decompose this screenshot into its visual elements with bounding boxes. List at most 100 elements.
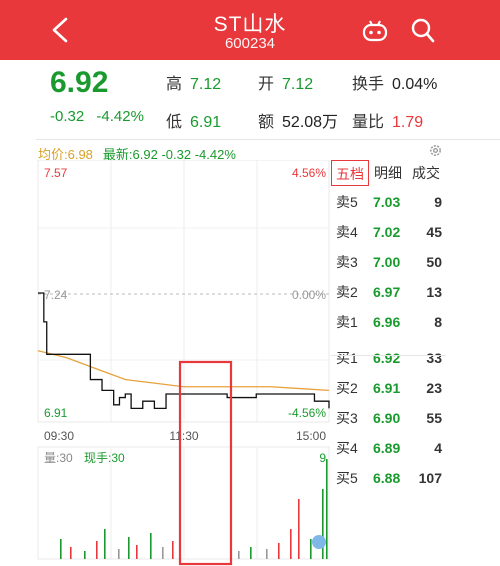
level-volume: 45 — [426, 224, 442, 240]
level-volume: 55 — [426, 410, 442, 426]
level-price: 6.96 — [373, 314, 401, 330]
level-label: 买1 — [336, 350, 358, 366]
divider — [36, 139, 500, 140]
volume-ratio-value: 1.79 — [392, 114, 424, 131]
level-price: 7.03 — [373, 194, 401, 210]
bid-row: 买1 6.92 33 — [331, 343, 446, 373]
volume-bar — [326, 459, 328, 559]
level-label: 卖4 — [336, 224, 358, 240]
level-volume: 23 — [426, 380, 442, 396]
level-price: 6.97 — [373, 284, 401, 300]
ask-row: 卖3 7.00 50 — [331, 247, 446, 277]
volume-bar — [250, 547, 252, 559]
open-value: 7.12 — [282, 76, 314, 93]
high-value: 7.12 — [190, 76, 222, 93]
volume-bar — [136, 545, 138, 559]
volume-bar — [278, 543, 280, 559]
volume-bar — [238, 551, 240, 559]
volume-max-label: 9 — [319, 451, 326, 465]
level-label: 卖2 — [336, 284, 358, 300]
stock-code: 600234 — [224, 35, 276, 52]
y-axis-right-mid-label: 0.00% — [292, 288, 326, 302]
low-value: 6.91 — [190, 114, 222, 131]
turnover-value: 0.04% — [392, 76, 438, 93]
volume-bars — [60, 459, 328, 559]
y-axis-mid-label: 7.24 — [44, 288, 68, 302]
stock-name: ST山水 — [213, 13, 287, 36]
price-plot — [37, 292, 330, 410]
latest-quote: 最新:6.92 -0.32 -4.42% — [102, 147, 236, 162]
bid-row: 买2 6.91 23 — [331, 373, 446, 403]
change-value: -0.32 — [50, 108, 85, 125]
level-price: 7.00 — [373, 254, 401, 270]
volume-bar — [172, 541, 174, 559]
level-label: 买3 — [336, 410, 358, 426]
level-volume: 8 — [434, 314, 442, 330]
level-volume: 13 — [426, 284, 442, 300]
level-label: 卖1 — [336, 314, 358, 330]
price-change: -0.32 -4.42% — [50, 108, 144, 125]
x-axis-mid-label: 11:30 — [169, 429, 198, 443]
level-price: 7.02 — [373, 224, 401, 240]
intraday-chart[interactable]: 7.57 7.24 6.91 4.56% 0.00% -4.56% 09:30 … — [0, 160, 330, 566]
change-percent: -4.42% — [96, 108, 144, 125]
volume-bar — [60, 539, 62, 559]
tab-trades[interactable]: 成交 — [412, 165, 440, 181]
high-field: 高 7.12 — [166, 76, 222, 93]
app-header: ST山水 600234 — [0, 0, 500, 60]
bid-row: 买5 6.88 107 — [331, 463, 446, 493]
level-volume: 4 — [434, 440, 442, 456]
level-label: 卖5 — [336, 194, 358, 210]
settings-gear-icon[interactable] — [428, 143, 443, 158]
ask-row: 卖4 7.02 45 — [331, 217, 446, 247]
y-axis-right-bottom-label: -4.56% — [288, 406, 326, 420]
volume-ratio-field: 量比 1.79 — [352, 114, 424, 131]
level-price: 6.90 — [373, 410, 401, 426]
volume-bar — [104, 529, 106, 559]
open-field: 开 7.12 — [258, 76, 314, 93]
level-price: 6.88 — [373, 470, 401, 486]
level-volume: 33 — [426, 350, 442, 366]
bid-row: 买4 6.89 4 — [331, 433, 446, 463]
low-field: 低 6.91 — [166, 114, 222, 131]
robot-icon[interactable] — [362, 20, 388, 42]
volume-bar — [298, 499, 300, 559]
tab-detail[interactable]: 明细 — [374, 165, 402, 181]
volume-bar — [322, 489, 324, 559]
volume-bar — [266, 549, 268, 559]
y-axis-bottom-label: 6.91 — [44, 406, 68, 420]
level-label: 买2 — [336, 380, 358, 396]
level-label: 卖3 — [336, 254, 358, 270]
level-price: 6.91 — [373, 380, 401, 396]
ask-row: 卖2 6.97 13 — [331, 277, 446, 307]
ask-row: 卖5 7.03 9 — [331, 187, 446, 217]
level-volume: 9 — [434, 194, 442, 210]
x-axis-start-label: 09:30 — [44, 429, 74, 443]
bid-row: 买3 6.90 55 — [331, 403, 446, 433]
summary-line: 均价:6.98 最新:6.92 -0.32 -4.42% — [38, 144, 236, 163]
price-line — [38, 292, 330, 410]
volume-bar — [118, 549, 120, 559]
highlight-box — [178, 360, 233, 566]
y-axis-right-top-label: 4.56% — [292, 166, 326, 180]
tab-five-levels[interactable]: 五档 — [331, 160, 369, 186]
search-icon[interactable] — [410, 16, 436, 44]
turnover-field: 换手 0.04% — [352, 76, 438, 93]
volume-bar — [70, 547, 72, 559]
level-price: 6.92 — [373, 350, 401, 366]
volume-bar — [310, 539, 312, 559]
volume-label: 量:30 — [44, 451, 73, 465]
level-volume: 107 — [418, 470, 442, 486]
expand-icon[interactable] — [312, 535, 326, 549]
ask-row: 卖1 6.96 8 — [331, 307, 446, 337]
amount-field: 额 52.08万 — [258, 114, 339, 131]
volume-bar — [150, 533, 152, 559]
back-arrow-icon[interactable] — [48, 16, 72, 44]
volume-bar — [84, 551, 86, 559]
ask-bid-divider — [331, 355, 446, 356]
volume-bar — [96, 541, 98, 559]
level-label: 买4 — [336, 440, 358, 456]
average-price-line — [37, 350, 330, 392]
level-label: 买5 — [336, 470, 358, 486]
